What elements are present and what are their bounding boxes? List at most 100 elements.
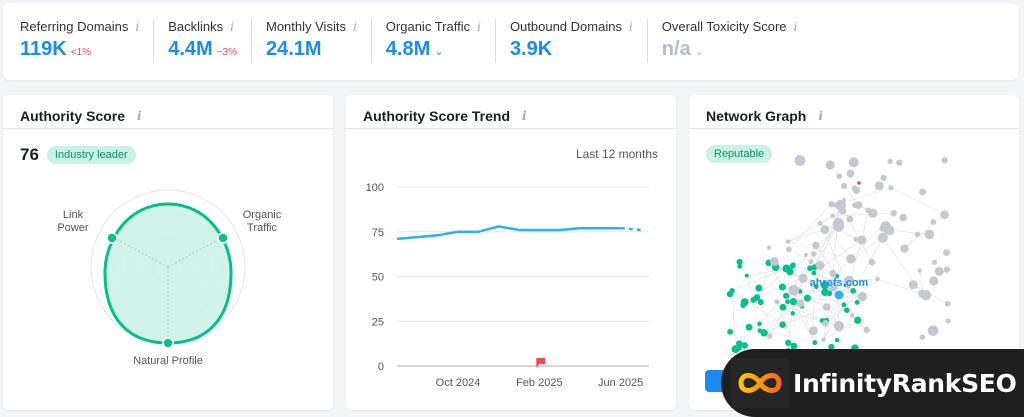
network-node [883, 229, 889, 234]
metric-label-text: Overall Toxicity Score [661, 19, 787, 34]
network-node [900, 244, 909, 253]
network-node [726, 291, 734, 298]
panel-header: Authority Score i [3, 95, 333, 129]
metric-referring-domains[interactable]: Referring Domains i 119K <1% [20, 19, 155, 63]
network-node [786, 246, 792, 253]
info-icon[interactable]: i [628, 19, 633, 34]
network-node [846, 283, 851, 289]
network-center-label: ahrefs.com [810, 277, 869, 289]
network-node [828, 201, 835, 208]
network-graph[interactable]: ahrefs.com [689, 150, 1019, 410]
network-node [929, 276, 939, 286]
info-icon[interactable]: i [793, 19, 798, 34]
authority-score-panel: Authority Score i 76 Industry leader Lin… [3, 95, 333, 410]
metric-organic-traffic[interactable]: Organic Traffic i 4.8M ⌄ [386, 19, 496, 63]
network-node [854, 316, 862, 324]
network-node [843, 307, 850, 314]
network-node [744, 273, 749, 278]
network-node [934, 266, 944, 276]
network-node [785, 299, 791, 305]
metric-label-text: Outbound Domains [509, 19, 622, 34]
metric-label: Organic Traffic i [386, 19, 481, 34]
network-node [807, 265, 813, 272]
network-node [766, 333, 773, 339]
network-node [941, 157, 948, 164]
info-icon[interactable]: i [477, 19, 481, 34]
metric-overall-toxicity-score[interactable]: Overall Toxicity Score i n/a ⌄ [662, 19, 812, 63]
network-node [727, 328, 734, 335]
metric-delta: <1% [70, 47, 92, 58]
y-tick-label: 0 [378, 361, 384, 373]
y-tick-label: 100 [366, 182, 384, 194]
network-node [803, 252, 809, 258]
period-selector[interactable]: Last 12 months [575, 147, 658, 161]
metric-value-row: 24.1M [266, 38, 357, 61]
reputation-badge: Reputable [706, 145, 773, 163]
info-icon[interactable]: i [352, 19, 357, 34]
network-node [789, 263, 796, 269]
metric-value[interactable]: 24.1M [265, 38, 322, 60]
info-icon[interactable]: i [522, 109, 527, 123]
info-icon[interactable]: i [818, 109, 823, 123]
info-icon[interactable]: i [230, 19, 234, 34]
network-node [745, 323, 753, 331]
metric-outbound-domains[interactable]: Outbound Domains i 3.9K [510, 19, 648, 63]
chevron-down-icon[interactable]: ⌄ [694, 46, 704, 58]
info-icon[interactable]: i [135, 19, 140, 34]
network-node [794, 155, 806, 167]
y-tick-label: 75 [372, 227, 384, 239]
network-node [760, 329, 768, 337]
metric-monthly-visits[interactable]: Monthly Visits i 24.1M [266, 19, 372, 63]
network-node [830, 213, 835, 218]
info-icon[interactable]: i [137, 109, 142, 123]
network-node [848, 157, 859, 168]
metric-delta: −3% [216, 47, 237, 58]
network-node [919, 334, 926, 340]
metric-value-row: 4.8M ⌄ [386, 38, 481, 61]
network-node [917, 268, 922, 273]
metric-value-row: n/a ⌄ [662, 38, 798, 61]
metric-value[interactable]: 3.9K [509, 38, 553, 60]
network-node [779, 303, 787, 311]
chevron-down-icon[interactable]: ⌄ [434, 46, 444, 58]
metric-label-text: Backlinks [168, 19, 224, 34]
network-node [944, 300, 951, 307]
metric-value[interactable]: 4.8M [385, 38, 431, 60]
network-node [854, 299, 860, 305]
metric-value[interactable]: 119K [20, 38, 67, 60]
radar-point-natural-profile [162, 337, 174, 349]
metric-backlinks[interactable]: Backlinks i 4.4M −3% [168, 19, 252, 63]
network-node [880, 221, 891, 233]
network-node [880, 174, 887, 181]
network-node [796, 299, 805, 308]
authority-badge: Industry leader [46, 146, 136, 164]
network-node [914, 231, 921, 237]
network-node [853, 236, 859, 242]
network-center-node [834, 290, 844, 300]
network-node [841, 302, 847, 308]
network-node [852, 202, 858, 209]
network-node [812, 340, 818, 346]
network-node [814, 284, 819, 290]
metric-value[interactable]: 4.4M [168, 38, 213, 60]
network-node [833, 217, 844, 229]
network-node [875, 276, 880, 282]
network-node [815, 260, 825, 270]
watermark-overlay: InfinityRankSEO [721, 349, 1024, 417]
x-tick-label: Oct 2024 [436, 377, 481, 389]
metric-value-row: 4.4M −3% [168, 38, 237, 61]
network-node [945, 318, 951, 324]
network-node [849, 313, 855, 318]
trend-line-projected [620, 226, 642, 232]
network-node [785, 339, 792, 347]
metric-value[interactable]: n/a [661, 38, 691, 60]
metric-label: Backlinks i [168, 19, 237, 34]
network-node [846, 215, 854, 223]
network-node [757, 321, 762, 327]
network-node [798, 273, 808, 283]
network-node [850, 287, 857, 294]
infinity-logo-icon [731, 358, 789, 408]
network-node [757, 299, 764, 306]
network-node [740, 302, 747, 309]
network-node [852, 186, 861, 194]
